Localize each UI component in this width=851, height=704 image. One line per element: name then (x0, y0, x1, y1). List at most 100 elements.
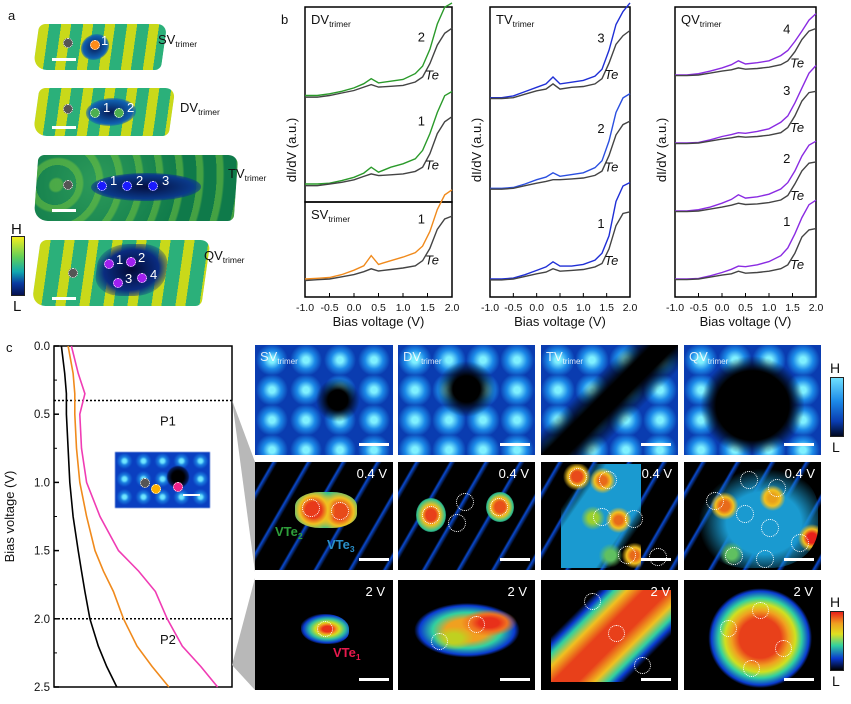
site-circle (317, 621, 333, 637)
y-axis-label: dI/dV (a.u.) (284, 118, 299, 182)
scale-bar (500, 678, 530, 681)
scale-bar (500, 443, 530, 446)
blue-colorbar-high-label: H (830, 360, 841, 376)
site-circle (584, 593, 601, 610)
scale-bar (784, 558, 814, 561)
x-tick-label: 1.0 (762, 302, 777, 314)
dv-site-2-label: 2 (127, 100, 135, 115)
series-line-4 (675, 13, 817, 76)
series-line-1 (305, 90, 453, 185)
scale-bar (641, 678, 671, 681)
x-tick-label: 0.5 (738, 302, 753, 314)
sv-site-1-marker (90, 40, 100, 50)
dv-site-1-marker (90, 108, 100, 118)
reference-site-marker (68, 268, 78, 278)
series-label: 2 (418, 29, 425, 44)
x-tick-label: 2.0 (809, 302, 824, 314)
y-tick-label: 1.0 (34, 477, 50, 489)
plot-title: QVtrimer (681, 12, 722, 29)
tv-column-label: TVtrimer (546, 349, 584, 366)
series-label: Te (425, 252, 439, 267)
series-label: Te (425, 158, 439, 173)
tv-site-3-label: 3 (162, 173, 170, 188)
plot-title: SVtrimer (311, 207, 350, 224)
colorbar-high-label: H (11, 221, 22, 238)
series-line-1 (304, 189, 453, 280)
x-tick-label: 2.0 (445, 302, 460, 314)
x-tick-label: 1.5 (420, 302, 435, 314)
site-circle (720, 620, 737, 637)
qv-0.4v-map: 0.4 V (684, 462, 821, 570)
plot-frame (53, 345, 233, 688)
voltage-label: 0.4 V (498, 466, 529, 481)
series-label: 3 (597, 30, 604, 45)
y-axis-label: dI/dV (a.u.) (469, 118, 484, 182)
dv-2v-map: 2 V (398, 580, 535, 690)
qv-site-3-marker (113, 278, 123, 288)
site-circle (618, 546, 636, 564)
site-circle (569, 468, 587, 486)
site-circle (725, 547, 743, 565)
site-circle (608, 625, 625, 642)
site-circle (761, 519, 779, 537)
series-line-gray-site (60, 345, 118, 688)
qv-topography-image: QVtrimer (684, 345, 821, 455)
site-circle (625, 510, 643, 528)
series-line-orange-site (67, 345, 170, 688)
series-label: Te (425, 68, 439, 83)
tv-site-2-label: 2 (136, 173, 144, 188)
x-tick-label: -1.0 (296, 302, 314, 314)
voltage-label: 2 V (793, 584, 813, 599)
x-tick-label: -0.5 (504, 302, 522, 314)
spectra-plot-0: DVtrimer 2 Te 1 Te dI/dV (a.u.) (284, 2, 453, 203)
site-circle (775, 640, 792, 657)
series-line-Te (675, 161, 817, 213)
panel-a-label: a (8, 8, 16, 23)
vte3-annotation: VTe3 (327, 537, 355, 554)
series-label: 2 (597, 121, 604, 136)
series-label: Te (604, 253, 618, 268)
site-circle (791, 534, 809, 552)
qv-site-4-marker (137, 273, 147, 283)
site-circle (302, 499, 320, 517)
plot-title-main: QV (681, 12, 700, 27)
scale-bar (359, 558, 389, 561)
scale-bar (784, 678, 814, 681)
qv-column-label: QVtrimer (689, 349, 729, 366)
series-line-Te (304, 215, 453, 282)
inset-gray-site-marker (140, 478, 150, 488)
tv-0.4v-map: 0.4 V (541, 462, 678, 570)
panel-b-label: b (281, 12, 289, 27)
site-circle (422, 506, 440, 524)
x-tick-label: 2.0 (623, 302, 638, 314)
sv-0.4v-map: 0.4 V VTe2 VTe3 (255, 462, 393, 570)
y-tick-label: 1.5 (34, 546, 50, 558)
site-circle (649, 548, 667, 566)
scale-bar (359, 678, 389, 681)
scale-bar (52, 209, 76, 212)
reference-site-marker (63, 38, 73, 48)
colorbar-low-label: L (13, 298, 22, 315)
series-label: 1 (783, 214, 790, 229)
reference-label-P1: P1 (160, 414, 176, 429)
inset-pink-site-marker (173, 482, 183, 492)
series-line-pink-site (70, 345, 219, 688)
sv-trimer-label: SVtrimer (158, 32, 198, 49)
sv-site-1-label: 1 (101, 33, 109, 48)
rainbow-colorbar-low-label: L (832, 673, 840, 689)
tv-site-1-marker (97, 181, 107, 191)
x-tick-label: 1.5 (785, 302, 800, 314)
rainbow-colorbar-high-label: H (830, 594, 841, 610)
reference-site-marker (63, 104, 73, 114)
sv-topography-image: SVtrimer (255, 345, 393, 455)
spectra-plot-1: SVtrimer 1 Te -1.0 -0.5 0.0 0.5 1.0 1.5 2.0 Bias v… (296, 189, 460, 329)
dv-topography-image: DVtrimer (398, 345, 535, 455)
y-tick-label: 0.5 (34, 409, 50, 421)
x-tick-label: -1.0 (666, 302, 684, 314)
series-label: Te (790, 56, 804, 71)
series-line-2 (490, 93, 631, 190)
x-tick-label: 0.0 (347, 302, 362, 314)
series-line-Te (675, 27, 817, 77)
qv-site-2-marker (126, 257, 136, 267)
scale-bar (183, 494, 200, 496)
